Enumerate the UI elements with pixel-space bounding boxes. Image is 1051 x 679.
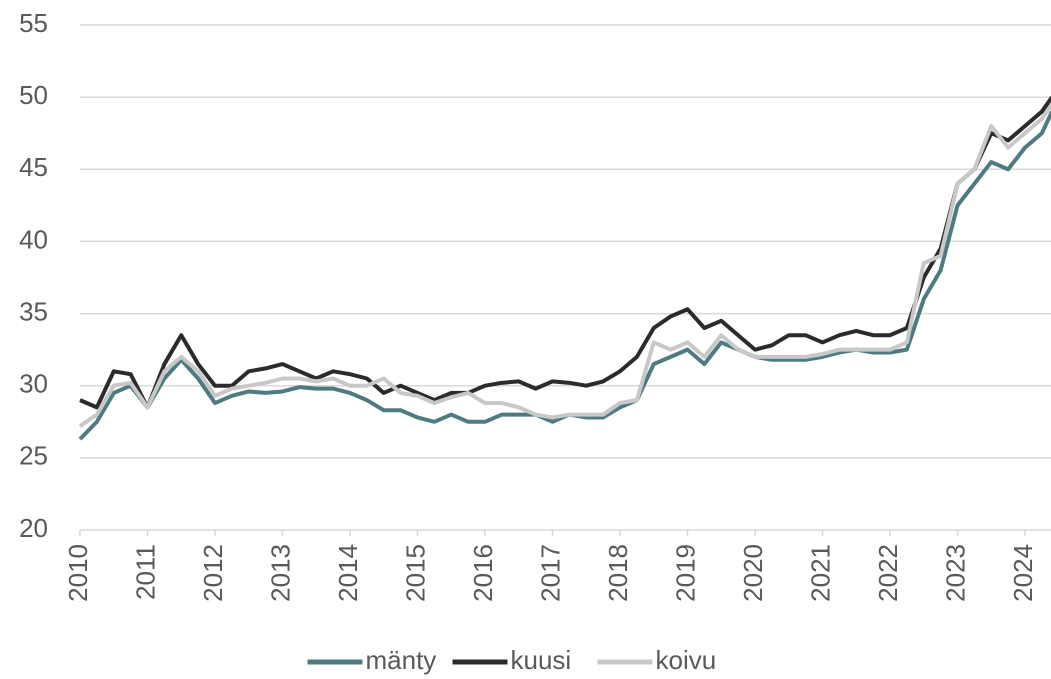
legend-label: kuusi [511,645,572,675]
legend-label: koivu [656,645,717,675]
x-tick-label: 2022 [873,544,903,602]
y-tick-label: 30 [19,369,48,399]
x-tick-label: 2012 [198,544,228,602]
x-tick-label: 2020 [738,544,768,602]
x-tick-label: 2013 [265,544,295,602]
x-tick-label: 2021 [805,544,835,602]
x-tick-label: 2014 [333,544,363,602]
y-tick-label: 25 [19,441,48,471]
x-tick-label: 2015 [400,544,430,602]
y-tick-label: 45 [19,152,48,182]
x-tick-label: 2018 [603,544,633,602]
x-tick-label: 2023 [940,544,970,602]
legend-label: mänty [366,645,437,675]
x-tick-label: 2017 [535,544,565,602]
series-line [78,103,1051,428]
x-tick-label: 2016 [468,544,498,602]
y-tick-label: 35 [19,296,48,326]
y-tick-label: 55 [19,8,48,38]
x-tick-label: 2019 [670,544,700,602]
x-tick-label: 2010 [63,544,93,602]
series-line [79,95,1051,410]
x-tick-label: 2011 [130,544,160,600]
y-tick-label: 50 [19,80,48,110]
x-tick-label: 2024 [1008,544,1038,602]
y-tick-label: 40 [19,224,48,254]
y-tick-label: 20 [19,513,48,543]
